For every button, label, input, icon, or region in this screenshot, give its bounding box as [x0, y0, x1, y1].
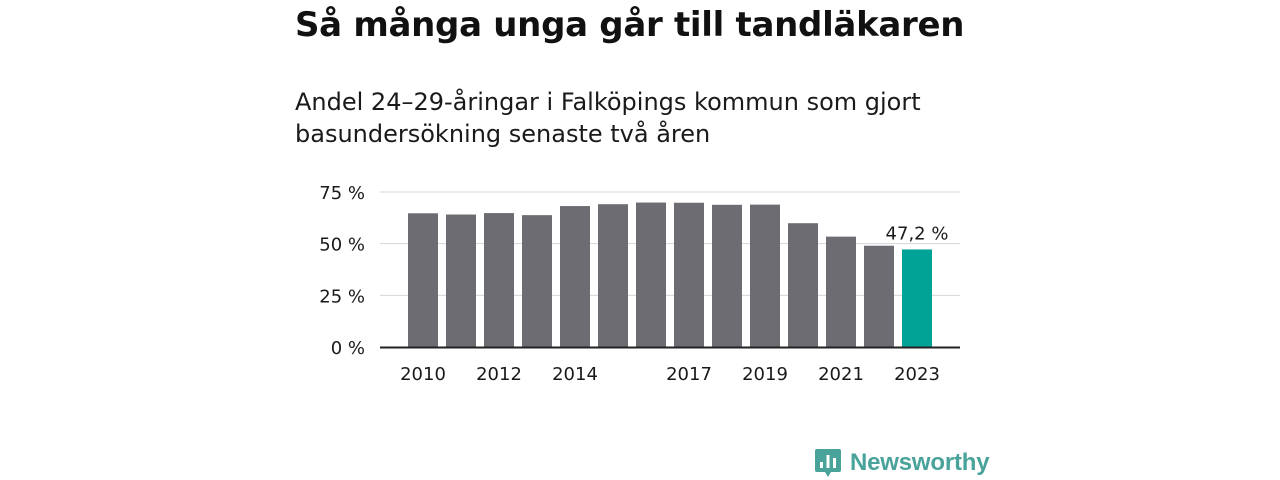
y-tick-label: 0 %: [331, 338, 365, 359]
chart-subtitle: Andel 24–29-åringar i Falköpings kommun …: [295, 88, 921, 148]
bar-2014: [560, 206, 590, 347]
chart-title: Så många unga går till tandläkaren: [295, 5, 965, 45]
y-tick-label: 75 %: [319, 183, 365, 204]
highlight-value-label: 47,2 %: [886, 223, 949, 244]
x-tick-label: 2021: [818, 364, 864, 385]
bar-2023: [902, 249, 932, 347]
bar-2011: [446, 214, 476, 347]
x-tick-label: 2017: [666, 364, 712, 385]
bar-2021: [826, 236, 856, 347]
bar-2017: [674, 202, 704, 347]
bar-2018: [712, 204, 742, 347]
x-tick-label: 2014: [552, 364, 598, 385]
newsworthy-logo-icon: [815, 449, 841, 477]
x-tick-label: 2010: [400, 364, 446, 385]
bar-2020: [788, 223, 818, 347]
y-axis-tick-labels: 0 % 25 % 50 % 75 %: [319, 183, 365, 359]
newsworthy-wordmark: Newsworthy: [850, 449, 990, 476]
bar-2022: [864, 245, 894, 347]
x-tick-label: 2012: [476, 364, 522, 385]
bar-2012: [484, 213, 514, 347]
bar-2013: [522, 215, 552, 347]
bar-2015: [598, 204, 628, 347]
x-axis-tick-labels: 2010 2012 2014 2017 2019 2021 2023: [400, 364, 940, 385]
newsworthy-logo: Newsworthy: [814, 446, 990, 480]
y-tick-label: 50 %: [319, 235, 365, 256]
bar-2010: [408, 213, 438, 347]
bar-2016: [636, 202, 666, 347]
gridlines: [380, 191, 960, 296]
x-tick-label: 2023: [894, 364, 940, 385]
y-tick-label: 25 %: [319, 286, 365, 307]
bar-2019: [750, 204, 780, 347]
x-tick-label: 2019: [742, 364, 788, 385]
bar-chart: 0 % 25 % 50 % 75 % 2010 2012 2014 2017 2019 2021…: [319, 183, 960, 385]
bars: [408, 202, 932, 347]
